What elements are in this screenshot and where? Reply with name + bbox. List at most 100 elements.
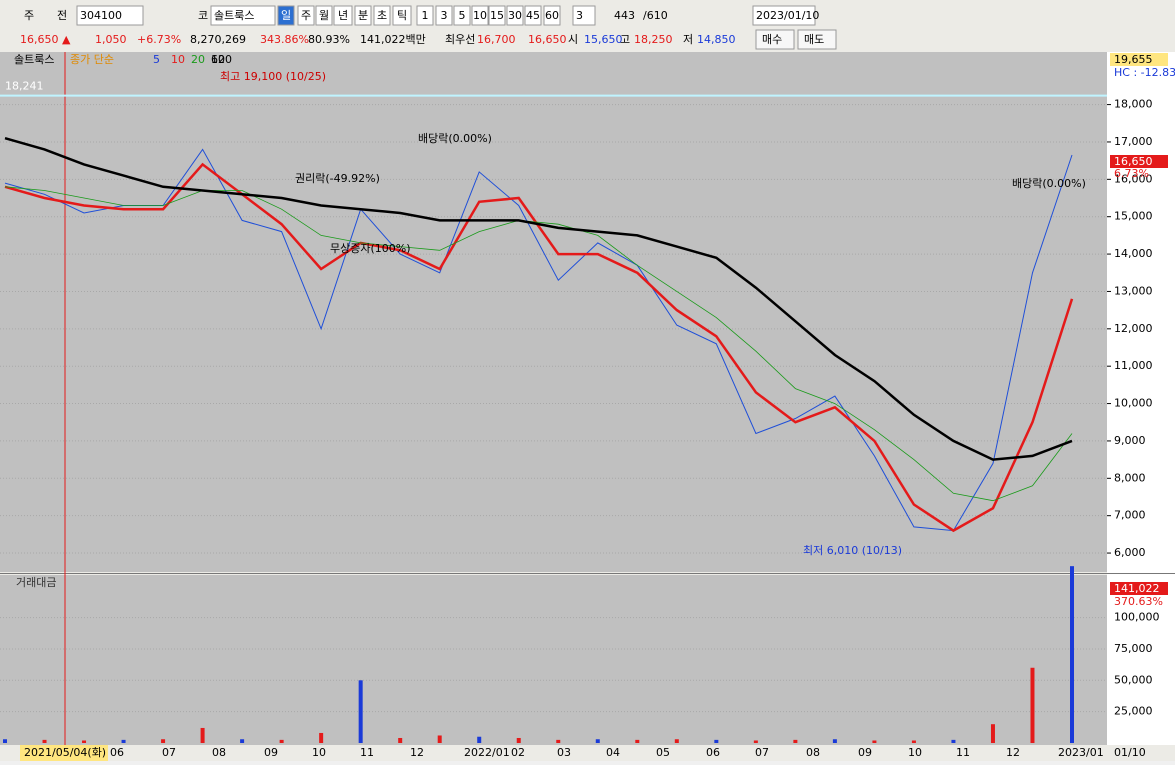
toolbar-label[interactable]: 45 <box>526 9 540 22</box>
quote-field: 141,022백만 <box>360 33 426 46</box>
toolbar-button[interactable] <box>453 5 471 26</box>
volume-bar <box>358 680 363 743</box>
toolbar-label[interactable]: 60 <box>545 9 559 22</box>
y-tick-label: 17,000 <box>1114 135 1153 148</box>
annotation: 권리락(-49.92%) <box>295 172 380 185</box>
toolbar-label[interactable]: 3 <box>441 9 448 22</box>
y-tick-label: 100,000 <box>1114 611 1160 624</box>
toolbar-button[interactable] <box>297 5 315 26</box>
y-tick-label: 25,000 <box>1114 705 1153 718</box>
toolbar-label[interactable]: 10 <box>473 9 487 22</box>
x-tick-label: 02 <box>511 746 525 759</box>
price-badge <box>1110 155 1168 168</box>
volume-bar <box>595 739 600 743</box>
right-label: 6.73% <box>1114 167 1149 180</box>
toolbar-button[interactable] <box>76 5 144 26</box>
volume-bar <box>793 739 798 743</box>
toolbar-label[interactable]: 틱 <box>397 9 407 22</box>
x-tick-label: 11 <box>956 746 970 759</box>
toolbar-label: 2023/01/10 <box>756 9 819 22</box>
y-tick-label: 8,000 <box>1114 471 1146 484</box>
quote-field: 80.93% <box>308 33 350 46</box>
toolbar-button[interactable] <box>524 5 542 26</box>
toolbar-button[interactable] <box>416 5 434 26</box>
price-badge <box>1110 53 1168 66</box>
toolbar-label: 전 <box>57 9 67 22</box>
y-tick-label: 10,000 <box>1114 397 1153 410</box>
toolbar-button[interactable] <box>471 5 489 26</box>
toolbar-label: /610 <box>643 9 668 22</box>
legend-entry: 60 <box>211 53 225 66</box>
order-label[interactable]: 매도 <box>804 33 824 46</box>
toolbar-button[interactable] <box>435 5 453 26</box>
toolbar-button[interactable] <box>572 5 596 26</box>
toolbar-button[interactable] <box>543 5 561 26</box>
annotation: 배당락(0.00%) <box>418 132 492 145</box>
y-tick-label: 14,000 <box>1114 247 1153 260</box>
volume-bar <box>990 724 995 743</box>
toolbar-button[interactable] <box>277 5 295 26</box>
toolbar-label: 3 <box>576 9 583 22</box>
price-line <box>4 186 1073 502</box>
legend-entry: 솔트룩스 <box>14 53 54 66</box>
toolbar-label[interactable]: 5 <box>459 9 466 22</box>
toolbar-button[interactable] <box>333 5 353 26</box>
toolbar-label[interactable]: 주 <box>301 9 311 22</box>
toolbar-button[interactable] <box>506 5 524 26</box>
order-button[interactable] <box>755 29 795 50</box>
panel-title: 거래대금 <box>16 576 56 589</box>
toolbar-button[interactable] <box>354 5 372 26</box>
volume-bar <box>516 737 521 743</box>
price-line <box>4 148 1073 532</box>
order-button[interactable] <box>797 29 837 50</box>
toolbar-button[interactable] <box>373 5 391 26</box>
toolbar-button[interactable] <box>752 5 816 26</box>
volume-bar <box>753 740 758 743</box>
right-label: 19,655 <box>1114 53 1153 66</box>
order-label[interactable]: 매수 <box>762 33 782 46</box>
right-label: 370.63% <box>1114 595 1163 608</box>
legend-entry: 5 <box>153 53 160 66</box>
volume-panel <box>0 575 1107 745</box>
toolbar-label[interactable]: 30 <box>508 9 522 22</box>
toolbar-label[interactable]: 초 <box>377 9 387 22</box>
toolbar-label[interactable]: 월 <box>319 9 329 22</box>
quote-field: 14,850 <box>697 33 736 46</box>
quote-field: 16,700 <box>477 33 516 46</box>
legend-entry: 20 <box>191 53 205 66</box>
x-tick-label: 04 <box>606 746 620 759</box>
quote-field: 고 <box>620 33 630 46</box>
volume-bar <box>121 739 126 743</box>
quote-field: 16,650 ▲ <box>20 33 71 46</box>
toolbar-label: 코 <box>198 9 208 22</box>
quote-field: 1,050 <box>95 33 127 46</box>
toolbar-label[interactable]: 1 <box>422 9 429 22</box>
toolbar-label: 솔트룩스 <box>214 9 254 22</box>
y-tick-label: 75,000 <box>1114 642 1153 655</box>
y-tick-label: 50,000 <box>1114 673 1153 686</box>
price-line <box>4 136 1073 461</box>
toolbar-label: 443 <box>614 9 635 22</box>
toolbar-button[interactable] <box>315 5 333 26</box>
x-tick-label: 06 <box>110 746 124 759</box>
volume-bar <box>872 740 877 743</box>
toolbar-button[interactable] <box>488 5 506 26</box>
toolbar-label[interactable]: 년 <box>338 9 348 22</box>
x-tick-label: 10 <box>312 746 326 759</box>
y-tick-label: 6,000 <box>1114 546 1146 559</box>
right-label: 16,650 <box>1114 155 1153 168</box>
volume-bar <box>82 740 87 743</box>
toolbar-label[interactable]: 분 <box>358 9 368 22</box>
quote-field: 343.86% <box>260 33 309 46</box>
volume-bar <box>951 739 956 743</box>
toolbar-button[interactable] <box>210 5 276 26</box>
quote-field: 16,650 <box>528 33 567 46</box>
toolbar-label[interactable]: 15 <box>490 9 504 22</box>
toolbar-button[interactable] <box>392 5 412 26</box>
toolbar-label[interactable]: 일 <box>281 8 291 22</box>
annotation: 최고 19,100 (10/25) <box>220 70 326 83</box>
right-label: 141,022 <box>1114 582 1160 595</box>
price-panel <box>0 52 1107 572</box>
x-tick-label: 01/10 <box>1114 746 1146 759</box>
legend-entry: 종가 단순 <box>70 53 114 66</box>
